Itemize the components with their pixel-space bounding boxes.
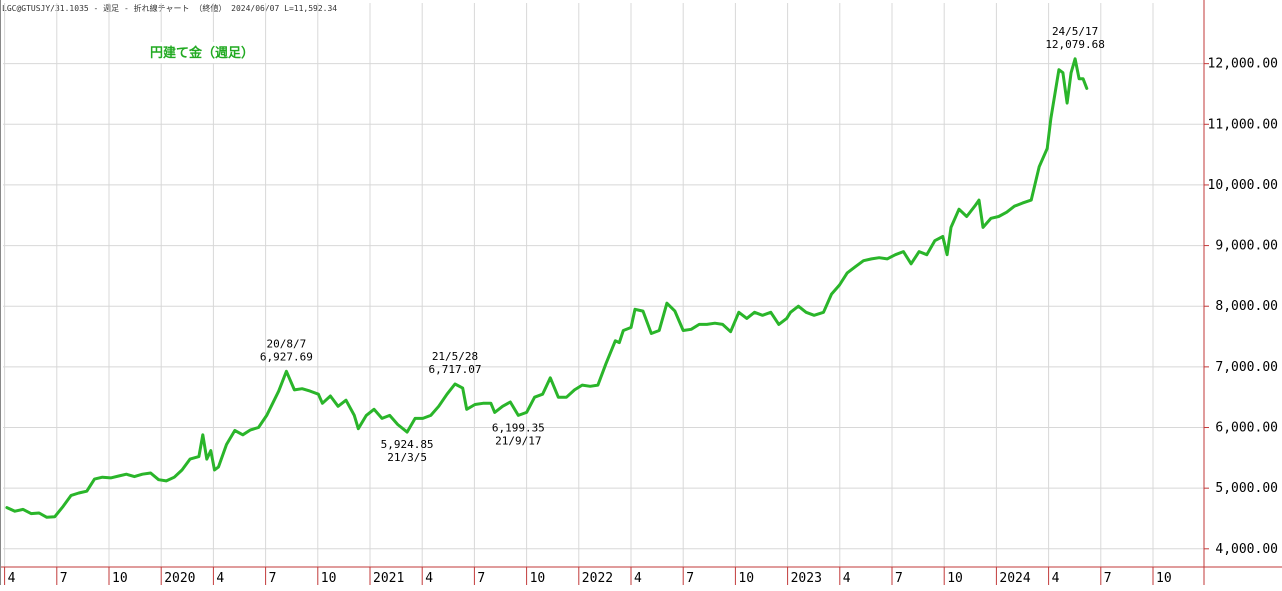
x-tick-label: 7 <box>686 571 694 586</box>
y-tick-label: 12,000.00 <box>1208 57 1278 72</box>
x-tick-label: 7 <box>1104 571 1112 586</box>
x-tick-label: 10 <box>738 571 754 586</box>
x-tick-label: 4 <box>1052 571 1060 586</box>
x-tick-label: 2020 <box>164 571 195 586</box>
x-tick-label: 4 <box>634 571 642 586</box>
chart-header: LGC@GTUSJY/31.1035 - 週足 - 折れ線チャート （終値） 2… <box>2 3 337 13</box>
x-tick-label: 7 <box>60 571 68 586</box>
annotation-label: 21/3/5 <box>387 451 427 464</box>
x-tick-label: 7 <box>477 571 485 586</box>
y-tick-label: 8,000.00 <box>1215 299 1278 314</box>
x-tick-label: 10 <box>321 571 337 586</box>
annotation-label: 21/5/28 <box>432 350 478 363</box>
chart-title-background <box>143 42 255 63</box>
price-series-line <box>5 57 1089 519</box>
chart-title: 円建て金（週足） <box>150 45 254 60</box>
y-tick-label: 6,000.00 <box>1215 421 1278 436</box>
x-tick-label: 4 <box>8 571 16 586</box>
x-tick-label: 10 <box>112 571 128 586</box>
x-tick-label: 7 <box>269 571 277 586</box>
x-tick-label: 4 <box>216 571 224 586</box>
x-tick-label: 10 <box>1156 571 1172 586</box>
chart-title-group: 円建て金（週足） <box>143 42 255 63</box>
y-tick-label: 5,000.00 <box>1215 481 1278 496</box>
annotation-label: 20/8/7 <box>267 337 307 350</box>
annotation-label: 6,199.35 <box>492 421 545 434</box>
grid <box>3 3 1204 567</box>
y-tick-label: 7,000.00 <box>1215 360 1278 375</box>
x-tick-label: 10 <box>947 571 963 586</box>
x-tick-label: 10 <box>530 571 546 586</box>
annotation-label: 21/9/17 <box>495 434 541 447</box>
x-tick-label: 2024 <box>999 571 1030 586</box>
y-tick-label: 4,000.00 <box>1215 542 1278 557</box>
series <box>5 57 1089 519</box>
x-tick-label: 2022 <box>582 571 613 586</box>
y-tick-label: 11,000.00 <box>1208 117 1278 132</box>
annotation-label: 6,717.07 <box>429 363 482 376</box>
y-tick-label: 9,000.00 <box>1215 239 1278 254</box>
annotation-label: 5,924.85 <box>381 438 434 451</box>
y-tick-label: 10,000.00 <box>1208 178 1278 193</box>
x-tick-label: 7 <box>895 571 903 586</box>
x-tick-label: 2023 <box>791 571 822 586</box>
x-tick-label: 4 <box>425 571 433 586</box>
annotation-label: 24/5/17 <box>1052 25 1098 38</box>
annotation-label: 12,079.68 <box>1045 38 1105 51</box>
annotation-label: 6,927.69 <box>260 350 313 363</box>
x-tick-label: 4 <box>843 571 851 586</box>
x-tick-label: 2021 <box>373 571 404 586</box>
